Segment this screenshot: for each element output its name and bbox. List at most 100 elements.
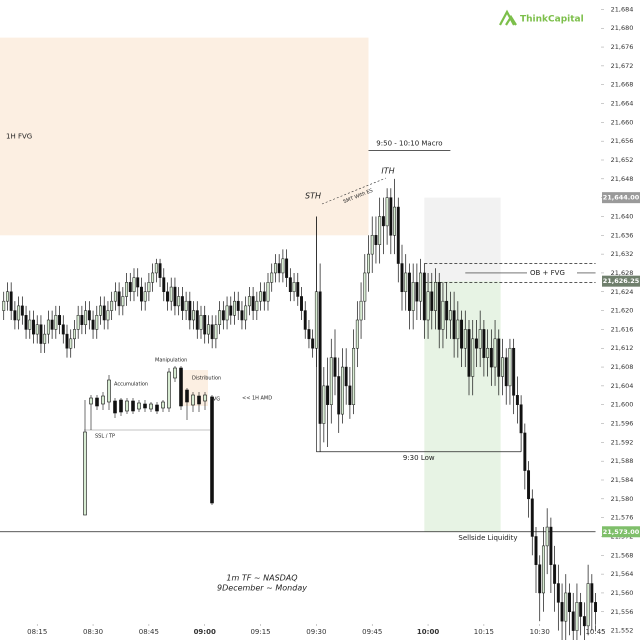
candle-body [359,300,363,321]
candle-body [538,564,542,594]
y-tick-label: 21,632 [611,250,634,258]
candle-body [519,404,523,434]
candle-body [247,296,251,307]
candle-body [523,432,527,471]
candle-body [352,347,356,405]
candle-body [128,282,132,293]
candle-body [400,263,404,293]
candle-body [2,300,6,311]
candle-body [54,315,58,330]
candle-body [9,291,13,311]
y-tick-label: 21,612 [611,344,634,352]
candle-body [184,300,188,311]
candle-body [337,376,341,415]
annotation: STH [305,192,321,201]
candle-body [132,277,136,293]
y-tick-label: 21,588 [611,457,634,465]
candle-body [549,526,553,565]
candle-body [192,310,196,321]
candle-body [102,305,106,321]
candle-body [370,235,374,255]
label-bg [527,267,577,278]
candle-body [501,357,504,377]
candle-body [463,329,467,349]
candle-body [545,526,549,547]
candle-body [407,272,411,311]
x-tick-label: 10:15 [474,628,494,636]
axis-layer: 21,55221,55621,56021,56421,56821,57221,5… [27,0,640,640]
candle-body [35,324,39,335]
y-tick-label: 21,600 [611,401,634,409]
candle-body [28,319,32,330]
candle-body [61,324,65,335]
candle-body [582,616,586,627]
candle-body [430,291,434,311]
y-tick-label: 21,592 [611,438,634,446]
y-tick-label: 21,580 [611,495,634,503]
candle-body [195,310,199,330]
candle-body [151,272,155,283]
level-label: 9:50 - 10:10 Macro [376,140,442,148]
candle-body [333,357,337,377]
x-tick-label: 09:00 [194,628,216,636]
y-tick-label: 21,576 [611,514,634,522]
candle-body [381,216,385,227]
y-tick-label: 21,648 [611,175,634,183]
candle-body [374,235,378,245]
candle-body [162,277,166,293]
candle-body [13,310,17,321]
level-label: Sellside Liquidity [458,534,517,542]
candle-body [508,347,512,387]
candle-body [460,319,464,349]
footer: 9December ~ Monday [217,584,307,593]
candle-body [255,300,259,311]
candle-body [20,305,24,316]
candle-body [270,272,274,283]
y-tick-label: 21,668 [611,81,634,89]
logo: ThinkCapital [520,15,584,25]
candle-body [139,286,143,302]
candle-body [262,291,266,302]
candle-body [281,258,285,274]
candle-body [136,277,140,288]
candle-body [434,282,437,311]
candle-body [72,329,76,340]
price-label-box [602,275,640,287]
candle-body [564,592,568,622]
candle-body [236,300,240,311]
candle-body [344,366,348,387]
candle-body [17,305,21,321]
smt-line [321,177,387,205]
candle-body [389,197,393,236]
candle-body [422,272,426,321]
candle-body [396,206,400,264]
candle-body [415,282,419,302]
candle-body [590,583,594,603]
candle-body [355,319,359,349]
y-tick-label: 21,568 [611,551,634,559]
zone [424,197,501,282]
y-tick-label: 21,656 [611,137,634,145]
candle-body [378,216,382,245]
candle-body [218,310,222,325]
candle-body [367,253,370,274]
candle-body [24,315,28,330]
candle-body [251,296,255,311]
candle-body [326,385,330,405]
candle-body [69,338,73,349]
candle-body [504,357,508,387]
candle-body [125,282,129,297]
candle-body [266,282,270,302]
candle-body [177,296,181,307]
candle-body [32,319,35,335]
candle-body [259,291,263,302]
y-tick-label: 21,560 [611,589,634,597]
candle-body [441,300,445,330]
candle-body [188,300,192,321]
candle-body [95,315,99,330]
candle-body [113,291,117,302]
candle-body [482,329,486,358]
candle-body [203,315,207,335]
y-tick-label: 21,636 [611,231,634,239]
